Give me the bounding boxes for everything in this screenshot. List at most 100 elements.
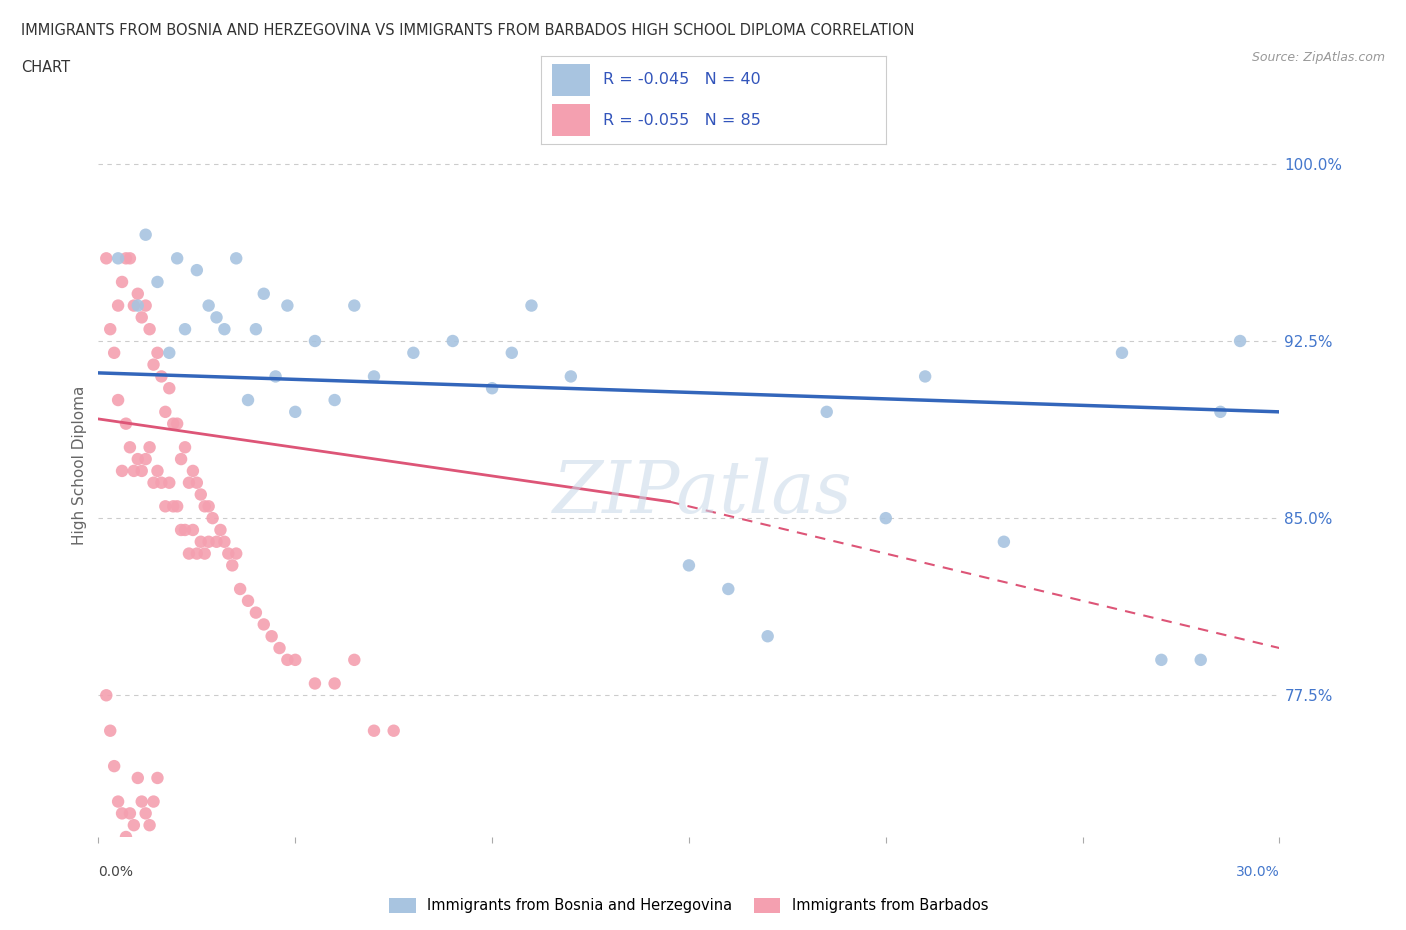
Point: [181, 523, 204, 538]
Point: [157, 345, 180, 360]
Point: [214, 322, 236, 337]
Point: [174, 523, 197, 538]
Text: CHART: CHART: [21, 60, 70, 75]
Point: [343, 653, 366, 668]
Point: [142, 794, 165, 809]
Text: Source: ZipAtlas.com: Source: ZipAtlas.com: [1251, 51, 1385, 64]
Text: IMMIGRANTS FROM BOSNIA AND HERZEGOVINA VS IMMIGRANTS FROM BARBADOS HIGH SCHOOL D: IMMIGRANTS FROM BOSNIA AND HERZEGOVINA V…: [21, 23, 914, 38]
Point: [127, 286, 149, 301]
Point: [264, 369, 287, 384]
Point: [520, 299, 543, 313]
Point: [441, 334, 464, 349]
Point: [127, 299, 149, 313]
Point: [177, 546, 200, 561]
Point: [118, 251, 141, 266]
Point: [363, 724, 385, 738]
Point: [914, 369, 936, 384]
Point: [560, 369, 582, 384]
Bar: [551, 104, 589, 136]
Point: [225, 251, 247, 266]
Point: [103, 345, 125, 360]
Point: [122, 299, 145, 313]
Point: [284, 405, 307, 419]
Point: [122, 463, 145, 478]
Point: [135, 227, 157, 242]
Point: [1209, 405, 1232, 419]
Point: [98, 322, 121, 337]
Point: [150, 475, 173, 490]
Point: [115, 830, 138, 844]
Point: [323, 392, 346, 407]
Point: [253, 286, 276, 301]
Point: [142, 357, 165, 372]
Point: [1189, 653, 1212, 668]
Point: [138, 322, 160, 337]
Point: [150, 369, 173, 384]
Point: [122, 817, 145, 832]
Point: [174, 440, 197, 455]
Point: [138, 440, 160, 455]
Point: [205, 310, 228, 325]
Point: [194, 546, 217, 561]
Point: [190, 487, 212, 502]
Point: [135, 806, 157, 821]
Point: [214, 535, 236, 550]
Point: [343, 299, 366, 313]
Point: [162, 417, 184, 432]
Point: [245, 322, 267, 337]
Point: [276, 653, 298, 668]
Point: [197, 299, 219, 313]
Point: [678, 558, 700, 573]
Point: [142, 475, 165, 490]
Point: [107, 251, 129, 266]
Point: [993, 535, 1015, 550]
Point: [260, 629, 283, 644]
Point: [162, 498, 184, 513]
Point: [157, 475, 180, 490]
Point: [717, 581, 740, 596]
Point: [186, 262, 208, 277]
Point: [229, 581, 252, 596]
Point: [155, 405, 177, 419]
Point: [225, 546, 247, 561]
Point: [138, 817, 160, 832]
Point: [111, 806, 134, 821]
Point: [181, 463, 204, 478]
Point: [402, 345, 425, 360]
Point: [201, 511, 224, 525]
Point: [481, 380, 503, 395]
Point: [501, 345, 523, 360]
Point: [1150, 653, 1173, 668]
Y-axis label: High School Diploma: High School Diploma: [72, 385, 87, 545]
Point: [96, 688, 118, 703]
Point: [131, 310, 153, 325]
Point: [197, 535, 219, 550]
Point: [304, 334, 326, 349]
Point: [107, 392, 129, 407]
Point: [177, 475, 200, 490]
Point: [166, 417, 188, 432]
Point: [146, 463, 169, 478]
Point: [382, 724, 405, 738]
Point: [103, 759, 125, 774]
Text: R = -0.045   N = 40: R = -0.045 N = 40: [603, 73, 761, 87]
Point: [363, 369, 385, 384]
Point: [269, 641, 291, 656]
Point: [174, 322, 197, 337]
Text: 0.0%: 0.0%: [98, 865, 134, 879]
Point: [186, 546, 208, 561]
Point: [170, 452, 193, 467]
Point: [875, 511, 897, 525]
Point: [253, 617, 276, 631]
Point: [166, 251, 188, 266]
Point: [170, 523, 193, 538]
Point: [194, 498, 217, 513]
Point: [146, 274, 169, 289]
Point: [146, 345, 169, 360]
Point: [118, 806, 141, 821]
Point: [115, 417, 138, 432]
Point: [118, 440, 141, 455]
Point: [197, 498, 219, 513]
Text: 30.0%: 30.0%: [1236, 865, 1279, 879]
Point: [1229, 334, 1251, 349]
